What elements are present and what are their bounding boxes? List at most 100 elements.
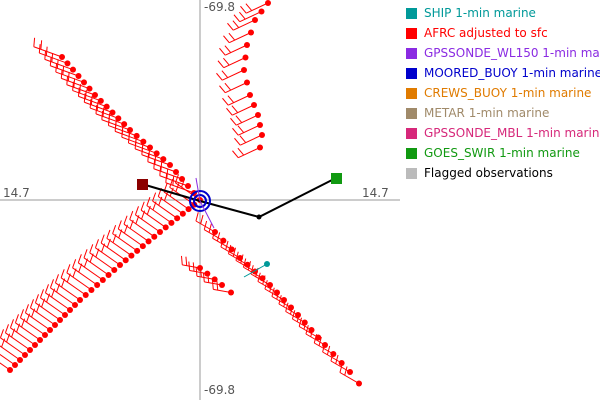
legend-label: GPSSONDE_WL150 1-min marine (424, 46, 600, 60)
wind-barb-flag (283, 297, 287, 307)
observation-dot (248, 29, 254, 36)
legend-item[interactable]: AFRC adjusted to sfc (404, 24, 600, 44)
wind-barb-flag (192, 262, 195, 272)
wind-barb-flag (180, 255, 183, 265)
observation-dot (139, 243, 146, 250)
wind-barb-flag (235, 251, 239, 261)
wind-barb-flag (39, 289, 44, 298)
legend-item[interactable]: Flagged observations (404, 164, 600, 184)
legend-item[interactable]: SHIP 1-min marine (404, 4, 600, 24)
wind-barb-flag (181, 178, 186, 188)
observation-dot (92, 92, 98, 98)
wind-barb-flag (264, 280, 268, 290)
legend-item[interactable]: GPSSONDE_WL150 1-min marine (404, 44, 600, 64)
observation-dot (162, 224, 169, 231)
wind-barb-flag (14, 314, 19, 323)
wind-barb-flag (72, 81, 74, 91)
wind-barb-staff (0, 337, 26, 356)
observation-dot (257, 144, 263, 151)
observation-dot (140, 138, 147, 145)
wind-barb-flag (303, 320, 307, 330)
track-start-marker (137, 179, 148, 190)
wind-barb-flag (240, 5, 247, 14)
wind-barb-flag (242, 258, 247, 268)
wind-barb-flag (257, 272, 261, 282)
observation-dot (185, 206, 192, 213)
wind-barb-staff (39, 52, 68, 64)
wind-barb-flag (228, 32, 236, 41)
legend-item[interactable]: METAR 1-min marine (404, 104, 600, 124)
wind-barb-flag (96, 101, 99, 111)
wind-barb-staff (55, 71, 85, 83)
wind-barb-flag (77, 254, 82, 263)
wind-barb-flag (123, 215, 128, 225)
wind-barb-staff (246, 2, 269, 14)
ship-barb (243, 263, 268, 278)
wind-barb-flag (49, 279, 54, 288)
wind-barb-flag (269, 282, 273, 292)
wind-barb-staff (222, 69, 245, 81)
wind-barb-staff (60, 277, 87, 296)
wind-barb-staff (232, 104, 255, 116)
wind-barb-flag (165, 173, 168, 183)
observation-dot (77, 297, 83, 303)
track-point (256, 214, 262, 220)
wind-barb-flag (245, 3, 253, 11)
wind-barb-flag (160, 162, 163, 172)
wind-barb-flag (219, 47, 226, 56)
wind-barb-flag (339, 363, 343, 373)
wind-barb-flag (169, 178, 174, 188)
wind-barb-staff (33, 46, 63, 58)
wind-barb-flag (195, 267, 198, 277)
legend-item[interactable]: GPSSONDE_MBL 1-min marine (404, 124, 600, 144)
wind-barb-flag (79, 84, 81, 94)
wind-barb-staff (123, 223, 149, 242)
wind-barb-flag (0, 329, 4, 338)
observation-dot (72, 302, 78, 308)
wind-barb-flag (148, 148, 151, 158)
wind-barb-flag (107, 116, 110, 126)
wind-barb-flag (85, 89, 87, 100)
wind-barb-flag (200, 267, 202, 278)
observation-dot (160, 156, 167, 163)
wind-barb-staff (240, 134, 263, 146)
wind-barb-flag (134, 206, 139, 215)
wind-barb-flag (146, 205, 151, 215)
observation-dot (173, 169, 179, 175)
plot-canvas[interactable] (0, 0, 400, 400)
observation-dot (157, 229, 163, 235)
wind-barb-staff (0, 345, 21, 361)
observation-dot (185, 183, 191, 189)
wind-barb-flag (66, 273, 71, 283)
observation-dot (97, 97, 104, 104)
wind-barb-flag (73, 78, 76, 88)
observation-dot (17, 357, 23, 363)
buoy-ring (189, 190, 211, 212)
wind-barb-flag (121, 128, 124, 138)
wind-barb-flag (262, 275, 266, 285)
wind-barb-flag (163, 192, 168, 201)
wind-barb-flag (232, 20, 240, 28)
legend-item[interactable]: CREWS_BUOY 1-min marine (404, 84, 600, 104)
wind-barb-staff (10, 327, 36, 346)
legend-item[interactable]: GOES_SWIR 1-min marine (404, 144, 600, 164)
wind-barb-flag (233, 14, 241, 22)
wind-barb-staff (152, 200, 178, 219)
wind-barb-flag (67, 71, 70, 82)
observation-dot (103, 103, 110, 110)
wind-barb-flag (135, 215, 140, 224)
observation-dot (147, 144, 153, 151)
wind-barb-flag (223, 57, 230, 66)
wind-barb-flag (188, 261, 191, 271)
legend-item[interactable]: MOORED_BUOY 1-min marine (404, 64, 600, 84)
wind-barb-staff (78, 95, 107, 108)
wind-barb-staff (89, 107, 119, 119)
wind-barb-flag (235, 115, 243, 123)
wind-barb-plot[interactable]: -69.8 -69.8 14.7 14.7 (0, 0, 400, 400)
wind-barb-flag (95, 248, 100, 258)
observation-dot (94, 282, 101, 288)
wind-barb-flag (232, 127, 239, 136)
ship-observation-dot (264, 261, 270, 267)
observation-dot (257, 122, 263, 128)
observation-dot (168, 219, 175, 226)
